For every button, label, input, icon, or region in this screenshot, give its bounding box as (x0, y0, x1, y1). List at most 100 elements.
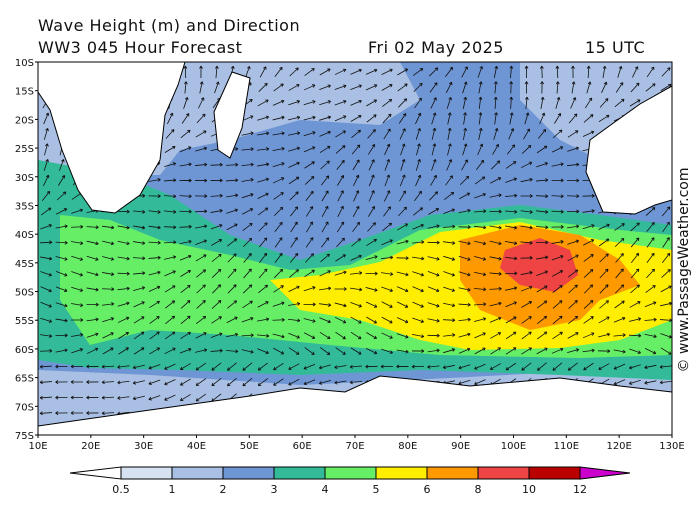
arrow (366, 114, 377, 123)
arrow (287, 318, 301, 323)
arrow (505, 347, 517, 355)
arrow (598, 238, 610, 247)
arrow (567, 332, 579, 339)
arrow (489, 225, 502, 230)
arrow (442, 333, 456, 337)
arrow (194, 178, 208, 183)
arrow (493, 65, 499, 78)
arrow (321, 205, 329, 217)
arrow (199, 65, 203, 79)
arrow (55, 224, 68, 229)
colorbar (69, 466, 631, 480)
arrow (614, 223, 625, 231)
arrow (504, 271, 518, 276)
arrow (473, 287, 487, 292)
arrow (520, 225, 533, 230)
arrow (149, 347, 161, 355)
arrow (396, 286, 409, 293)
arrow (662, 221, 670, 233)
arrow (148, 395, 161, 401)
arrow (551, 240, 564, 244)
arrow (272, 317, 285, 322)
arrow (509, 81, 514, 94)
arrow (210, 332, 223, 338)
arrow (258, 82, 268, 92)
arrow (117, 380, 130, 385)
arrow (335, 347, 346, 355)
arrow (319, 347, 331, 356)
arrow (551, 162, 564, 167)
arrow (303, 146, 316, 153)
arrow (117, 225, 130, 230)
arrow (55, 348, 68, 353)
arrow (427, 286, 440, 293)
arrow (537, 315, 548, 325)
arrow (55, 318, 68, 323)
arrow (397, 68, 409, 76)
arrow (660, 333, 672, 339)
arrow (303, 286, 316, 292)
arrow (490, 160, 501, 170)
arrow (458, 302, 471, 307)
arrow (117, 240, 130, 246)
arrow (148, 178, 161, 182)
arrow (582, 239, 595, 246)
arrow (646, 237, 655, 248)
arrow (396, 256, 409, 260)
arrow (582, 209, 595, 213)
arrow (427, 365, 440, 369)
arrow (583, 114, 594, 123)
arrow (148, 210, 161, 214)
arrow (304, 176, 315, 185)
arrow (415, 127, 421, 140)
arrow (614, 237, 625, 247)
arrow (446, 96, 452, 109)
arrow (117, 365, 130, 369)
arrow (210, 348, 223, 353)
arrow (197, 97, 205, 109)
arrow (353, 190, 360, 202)
arrow (71, 303, 84, 307)
arrow (520, 177, 533, 183)
arrow (334, 302, 347, 308)
arrow (521, 316, 532, 324)
arrow (551, 194, 564, 199)
arrow (458, 208, 471, 214)
arrow (367, 222, 376, 232)
arrow (241, 162, 254, 167)
arrow (102, 347, 114, 355)
arrow (195, 348, 208, 353)
arrow (303, 318, 316, 323)
arrow (382, 98, 393, 107)
arrow (210, 193, 223, 198)
arrow (536, 162, 548, 168)
arrow (288, 347, 300, 355)
arrow (319, 68, 331, 76)
arrow (599, 253, 609, 263)
arrow (613, 333, 626, 337)
arrow (443, 241, 456, 245)
arrow (660, 347, 672, 355)
arrow (39, 380, 53, 385)
arrow (443, 208, 455, 215)
arrow (536, 145, 548, 154)
arrow (352, 159, 360, 171)
arrow (334, 316, 347, 324)
arrow (349, 271, 363, 275)
arrow (366, 316, 378, 324)
arrow (555, 96, 561, 109)
arrow (257, 378, 269, 387)
arrow (319, 100, 332, 106)
arrow (334, 287, 347, 291)
australia (585, 85, 672, 215)
arrow (615, 253, 624, 263)
arrow (55, 364, 68, 369)
lon-label: 80E (398, 441, 417, 452)
arrow (537, 128, 547, 139)
arrow (629, 317, 642, 322)
arrow (350, 68, 362, 75)
arrow (614, 98, 625, 108)
arrow (382, 113, 392, 124)
arrow (645, 207, 656, 216)
arrow (164, 347, 176, 355)
